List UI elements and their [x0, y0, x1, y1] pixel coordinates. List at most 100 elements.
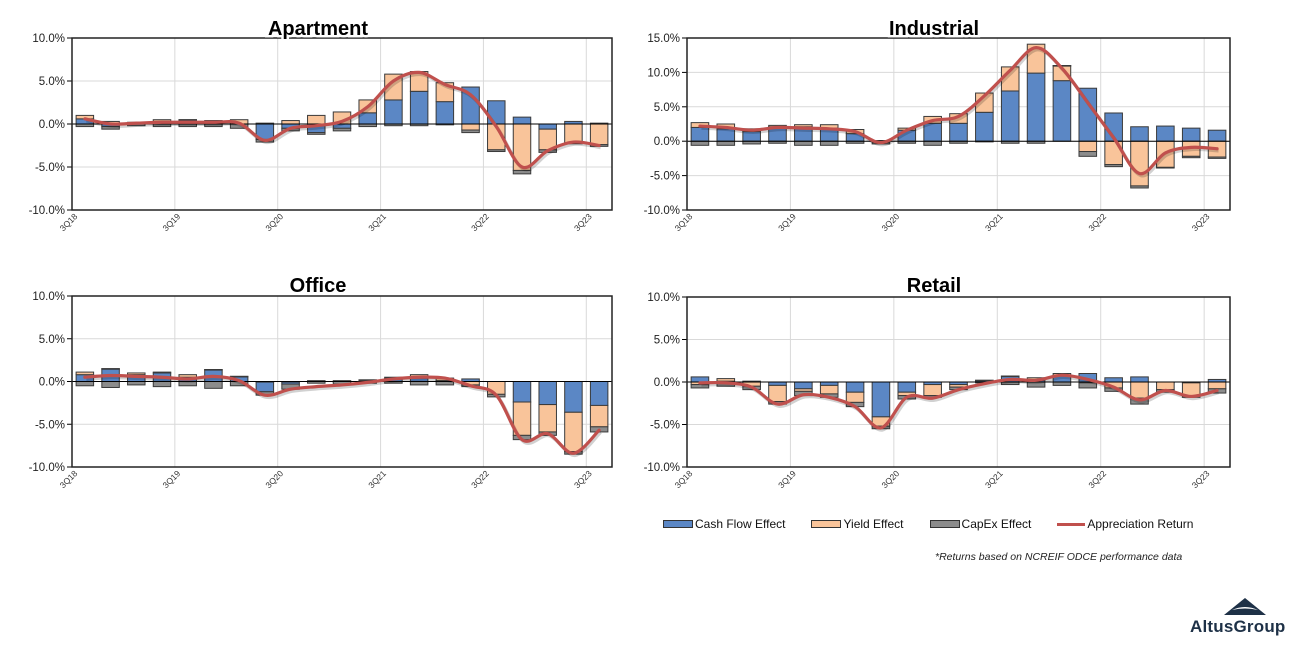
x-tick-label: 3Q23	[572, 211, 594, 233]
bar-cash-flow-3Q21	[1000, 90, 1020, 142]
x-tick-label: 3Q19	[160, 468, 182, 490]
bar-cash-flow-3Q20	[897, 381, 917, 393]
bar-yield-4Q21	[1026, 43, 1046, 74]
bar-cash-flow-2Q20	[255, 381, 275, 393]
bar-capex-4Q18	[101, 381, 120, 388]
bar-capex-4Q19	[819, 140, 839, 146]
bar-capex-3Q23	[1207, 156, 1227, 159]
bar-yield-2Q23	[564, 411, 583, 453]
x-tick-label: 3Q22	[1086, 468, 1108, 490]
bar-yield-4Q22	[1130, 381, 1149, 399]
bar-cash-flow-4Q21	[409, 90, 429, 125]
bar-capex-2Q23	[1181, 155, 1201, 159]
chart-title: Industrial	[889, 18, 979, 40]
legend-item-appreciation: Appreciation Return	[1057, 517, 1193, 531]
bar-cash-flow-1Q21	[949, 122, 968, 142]
appreciation-return-line	[698, 373, 1219, 430]
bar-cash-flow-4Q21	[1026, 72, 1046, 142]
logo-text-group: Group	[1233, 617, 1286, 636]
appreciation-line-icon	[1057, 522, 1086, 526]
y-tick-label: -10.0%	[644, 205, 680, 217]
bar-capex-1Q21	[332, 127, 352, 132]
y-tick-label: 0.0%	[654, 136, 680, 148]
y-tick-label: 10.0%	[647, 67, 680, 79]
bar-yield-3Q23	[589, 404, 609, 428]
bar-cash-flow-3Q23	[1207, 129, 1227, 142]
bar-capex-3Q19	[794, 140, 813, 146]
x-tick-label: 3Q20	[263, 468, 285, 490]
bar-yield-4Q19	[819, 384, 839, 395]
bar-yield-3Q19	[178, 119, 197, 121]
plot-frame	[686, 37, 1231, 211]
x-tick-label: 3Q22	[469, 211, 491, 233]
plot-frame	[686, 296, 1231, 468]
bar-cash-flow-1Q23	[1156, 125, 1175, 142]
bar-capex-4Q21	[409, 381, 429, 386]
bar-yield-4Q20	[923, 384, 942, 397]
yield-swatch-icon	[811, 520, 842, 528]
x-tick-label: 3Q23	[1190, 211, 1212, 233]
bar-cash-flow-1Q23	[538, 123, 557, 130]
y-tick-label: 5.0%	[39, 334, 65, 346]
bar-yield-2Q19	[152, 371, 172, 374]
bar-capex-2Q22	[1078, 151, 1098, 157]
bar-cash-flow-3Q19	[794, 381, 813, 390]
bar-capex-1Q22	[1052, 381, 1072, 386]
x-tick-label: 3Q21	[983, 468, 1005, 490]
bar-capex-1Q19	[127, 381, 146, 386]
logo-text-altus: Altus	[1190, 617, 1234, 636]
bar-capex-4Q20	[307, 132, 326, 135]
bar-capex-4Q18	[716, 140, 736, 146]
capex-swatch-icon	[929, 520, 960, 528]
y-tick-label: 0.0%	[39, 119, 65, 131]
appreciation-return-line	[83, 70, 601, 170]
bar-capex-4Q18	[101, 126, 120, 130]
bar-capex-4Q19	[204, 381, 223, 389]
legend-item-yield: Yield Effect	[811, 517, 904, 531]
chart-retail: -10.0%-5.0%0.0%5.0%10.0%3Q18 3Q19 3Q20 3Q21…	[644, 273, 1231, 490]
bar-capex-3Q18	[690, 140, 710, 146]
bar-yield-2Q23	[564, 123, 583, 144]
bar-cash-flow-3Q23	[589, 381, 609, 406]
chart-title: Apartment	[268, 18, 368, 40]
x-tick-label: 3Q23	[572, 468, 594, 490]
bar-yield-4Q18	[101, 368, 120, 370]
bar-yield-4Q18	[716, 378, 736, 382]
x-tick-label: 3Q21	[983, 211, 1005, 233]
bar-cash-flow-2Q23	[1181, 127, 1201, 142]
y-tick-label: 5.0%	[654, 102, 680, 114]
bar-capex-2Q22	[1078, 382, 1098, 389]
appreciation-return-line	[83, 373, 601, 455]
y-tick-label: -10.0%	[644, 462, 680, 474]
bar-yield-1Q23	[538, 404, 557, 433]
bar-yield-2Q22	[461, 123, 480, 131]
bar-yield-1Q20	[845, 391, 865, 403]
bar-cash-flow-1Q20	[845, 381, 865, 393]
bar-capex-3Q18	[690, 384, 710, 389]
bar-cash-flow-4Q22	[1130, 126, 1149, 142]
bar-yield-4Q20	[307, 114, 326, 125]
altus-group-logo: AltusGroup	[1190, 595, 1300, 645]
cash-flow-swatch-icon	[663, 520, 693, 528]
legend: Cash Flow Effect Yield Effect CapEx Effe…	[663, 517, 1193, 531]
bar-cash-flow-2Q19	[768, 381, 787, 386]
x-tick-label: 3Q22	[469, 468, 491, 490]
plot-frame	[71, 295, 613, 468]
bar-cash-flow-4Q22	[512, 116, 532, 125]
bar-yield-3Q19	[178, 374, 197, 378]
bar-yield-3Q21	[1000, 375, 1020, 378]
legend-label: Cash Flow Effect	[695, 517, 786, 531]
bar-capex-4Q20	[923, 140, 942, 146]
bar-capex-2Q22	[461, 129, 480, 134]
bar-cash-flow-1Q23	[538, 381, 557, 406]
chart-apartment: -10.0%-5.0%0.0%5.0%10.0%3Q18 3Q19 3Q20 3Q21…	[29, 16, 613, 233]
legend-label: CapEx Effect	[961, 517, 1032, 531]
bar-yield-1Q19	[127, 372, 146, 376]
x-tick-label: 3Q19	[776, 211, 798, 233]
y-tick-label: -10.0%	[29, 205, 65, 217]
chart-title: Office	[290, 275, 347, 297]
bar-cash-flow-4Q22	[512, 381, 532, 403]
y-tick-label: 0.0%	[654, 377, 680, 389]
x-tick-label: 3Q19	[776, 468, 798, 490]
